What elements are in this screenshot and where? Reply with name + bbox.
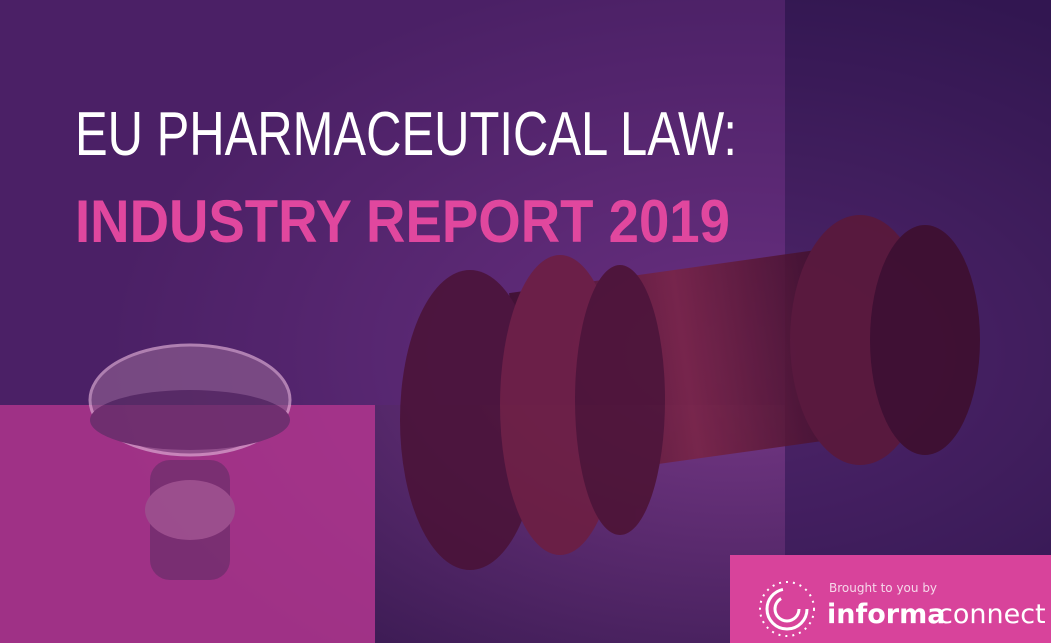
title-line-2: INDUSTRY REPORT 2019 — [75, 188, 730, 255]
stem-joint — [145, 480, 235, 540]
gavel-ring — [575, 265, 665, 535]
brand-name: informa — [827, 599, 945, 630]
chestpiece-rim — [90, 390, 290, 450]
sponsor-intro: Brought to you by — [829, 581, 937, 595]
brand-logo — [759, 581, 815, 637]
logo-dots — [759, 581, 815, 637]
logo-ring — [773, 595, 801, 623]
gavel-back — [870, 225, 980, 455]
gavel — [400, 215, 980, 570]
title-line-1: EU PHARMACEUTICAL LAW: — [75, 100, 737, 169]
stethoscope — [88, 343, 292, 580]
logo-ring — [765, 587, 809, 631]
brand-product: connect — [938, 599, 1046, 630]
gavel-face — [400, 270, 540, 570]
